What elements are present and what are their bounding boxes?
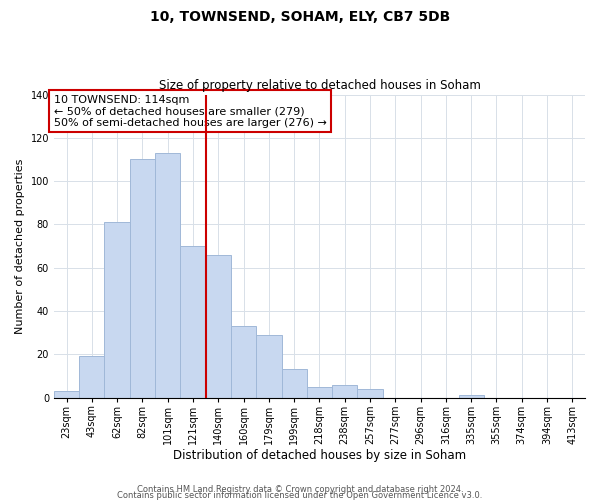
Bar [332,384,358,398]
Bar [307,386,332,398]
X-axis label: Distribution of detached houses by size in Soham: Distribution of detached houses by size … [173,450,466,462]
Bar [231,326,256,398]
Bar [54,391,79,398]
Y-axis label: Number of detached properties: Number of detached properties [15,158,25,334]
Text: 10, TOWNSEND, SOHAM, ELY, CB7 5DB: 10, TOWNSEND, SOHAM, ELY, CB7 5DB [150,10,450,24]
Bar [181,246,206,398]
Bar [155,153,181,398]
Text: 10 TOWNSEND: 114sqm
← 50% of detached houses are smaller (279)
50% of semi-detac: 10 TOWNSEND: 114sqm ← 50% of detached ho… [54,94,327,128]
Text: Contains public sector information licensed under the Open Government Licence v3: Contains public sector information licen… [118,490,482,500]
Bar [358,389,383,398]
Bar [130,160,155,398]
Text: Contains HM Land Registry data © Crown copyright and database right 2024.: Contains HM Land Registry data © Crown c… [137,484,463,494]
Bar [104,222,130,398]
Bar [206,254,231,398]
Bar [256,334,281,398]
Title: Size of property relative to detached houses in Soham: Size of property relative to detached ho… [158,79,481,92]
Bar [458,396,484,398]
Bar [79,356,104,398]
Bar [281,370,307,398]
